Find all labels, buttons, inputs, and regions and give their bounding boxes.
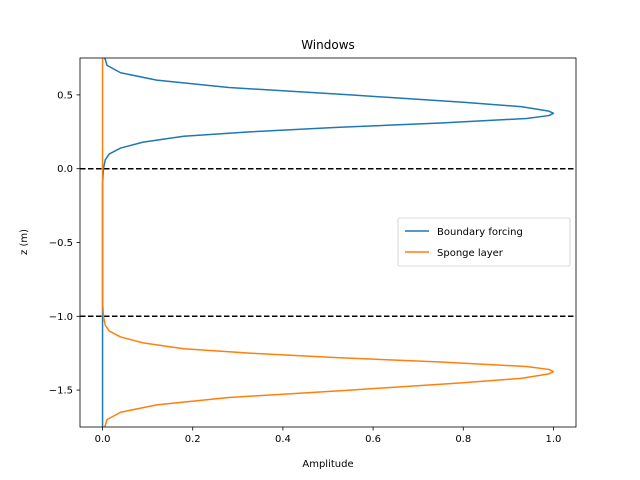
x-tick-label: 0.0 — [95, 434, 111, 445]
legend-label-sponge-layer: Sponge layer — [437, 248, 504, 259]
chart-title: Windows — [301, 38, 355, 52]
series-line-boundary-forcing — [101, 58, 555, 427]
y-tick-label: −1.5 — [49, 386, 73, 397]
plot-area — [80, 58, 576, 427]
y-tick-label: 0.5 — [57, 90, 73, 101]
series-line-sponge-layer — [101, 58, 555, 427]
legend: Boundary forcing Sponge layer — [397, 217, 571, 267]
y-axis-label: z (m) — [19, 229, 30, 255]
x-axis-label: Amplitude — [302, 459, 353, 470]
y-tick-label: −0.5 — [49, 238, 73, 249]
x-tick-label: 0.6 — [365, 434, 381, 445]
y-tick-label: −1.0 — [49, 312, 73, 323]
x-tick-label: 1.0 — [546, 434, 562, 445]
legend-label-boundary-forcing: Boundary forcing — [437, 227, 523, 238]
x-tick-label: 0.8 — [455, 434, 471, 445]
y-tick-label: 0.0 — [57, 164, 73, 175]
x-tick-label: 0.4 — [275, 434, 291, 445]
plot-content — [80, 58, 576, 427]
axis-ticks: 0.0 0.2 0.4 0.6 0.8 1.0 0.5 0.0 −0.5 −1.0 −1.5 — [49, 90, 562, 445]
legend-box — [397, 217, 571, 267]
x-tick-label: 0.2 — [185, 434, 201, 445]
